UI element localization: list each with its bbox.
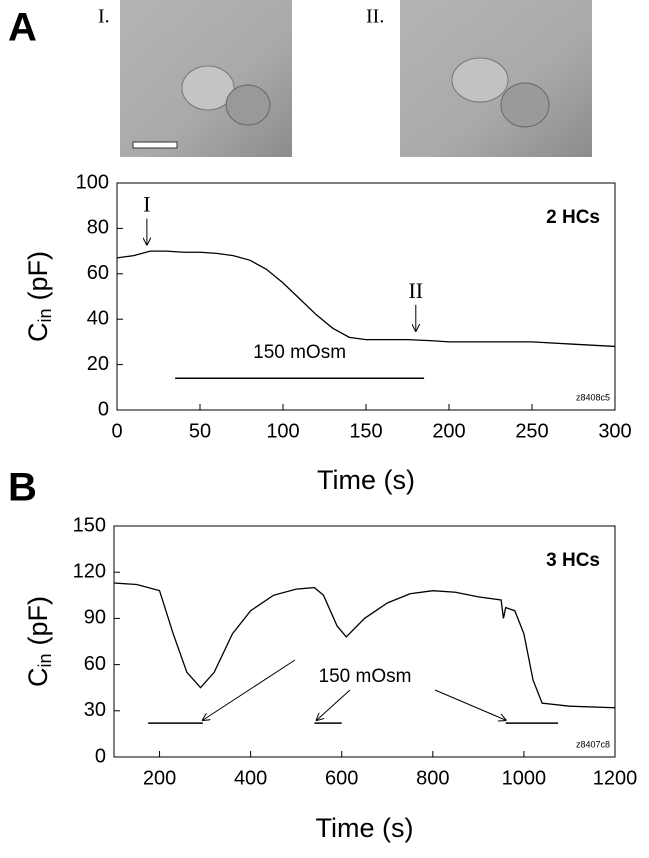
y-tick-label: 60 xyxy=(84,653,106,675)
y-tick-label: 80 xyxy=(87,217,109,239)
file-label: z8408c5 xyxy=(576,392,610,402)
y-tick-label: 150 xyxy=(73,514,106,536)
y-tick-label: 60 xyxy=(87,262,109,284)
y-tick-label: 90 xyxy=(84,607,106,629)
y-tick-label: 40 xyxy=(87,307,109,329)
pointer-arrow xyxy=(317,689,351,720)
x-tick-label: 600 xyxy=(325,767,358,789)
panel-letter: B xyxy=(8,466,37,510)
y-tick-label: 30 xyxy=(84,699,106,721)
x-tick-label: 150 xyxy=(349,420,382,442)
corner-label: 3 HCs xyxy=(546,550,600,571)
x-tick-label: 1200 xyxy=(593,767,638,789)
x-tick-label: 400 xyxy=(234,767,267,789)
arrow-label: II xyxy=(408,278,423,303)
pointer-arrow xyxy=(203,659,296,720)
data-line xyxy=(113,582,616,709)
x-tick-label: 200 xyxy=(432,420,465,442)
x-tick-label: 50 xyxy=(189,420,211,442)
y-axis-title-part: in xyxy=(35,653,55,667)
plot-frame xyxy=(113,525,616,758)
x-axis-title: Time (s) xyxy=(317,465,415,495)
panel-letter: A xyxy=(8,6,37,50)
y-axis-title: Cin (pF) xyxy=(23,596,55,687)
y-axis-title: Cin (pF) xyxy=(23,251,55,342)
plot-frame xyxy=(116,182,616,411)
x-tick-label: 200 xyxy=(143,767,176,789)
y-tick-label: 0 xyxy=(98,398,109,420)
y-tick-label: 120 xyxy=(73,560,106,582)
y-axis-title-part: C xyxy=(23,668,53,688)
x-tick-label: 100 xyxy=(266,420,299,442)
pointer-label: 150 mOsm xyxy=(319,666,412,687)
x-axis-title: Time (s) xyxy=(316,813,414,843)
image-label: II. xyxy=(366,6,384,28)
y-tick-label: 20 xyxy=(87,353,109,375)
image-label: I. xyxy=(98,6,110,28)
y-axis-title-part: C xyxy=(23,323,53,343)
x-tick-label: 300 xyxy=(598,420,631,442)
file-label: z8407c8 xyxy=(576,739,610,749)
y-tick-label: 100 xyxy=(76,171,109,193)
micrograph xyxy=(400,0,592,157)
y-axis-title-part: (pF) xyxy=(23,251,53,301)
micrograph xyxy=(120,0,292,157)
x-tick-label: 0 xyxy=(111,420,122,442)
pointer-arrow xyxy=(434,689,506,720)
y-tick-label: 0 xyxy=(95,745,106,767)
x-tick-label: 800 xyxy=(416,767,449,789)
y-axis-title-part: in xyxy=(35,308,55,322)
y-axis-title-part: (pF) xyxy=(23,596,53,646)
bar-label: 150 mOsm xyxy=(253,342,346,363)
data-line xyxy=(116,250,616,348)
x-tick-label: 250 xyxy=(515,420,548,442)
x-tick-label: 1000 xyxy=(502,767,547,789)
corner-label: 2 HCs xyxy=(546,207,600,228)
arrow-label: I xyxy=(143,192,150,217)
